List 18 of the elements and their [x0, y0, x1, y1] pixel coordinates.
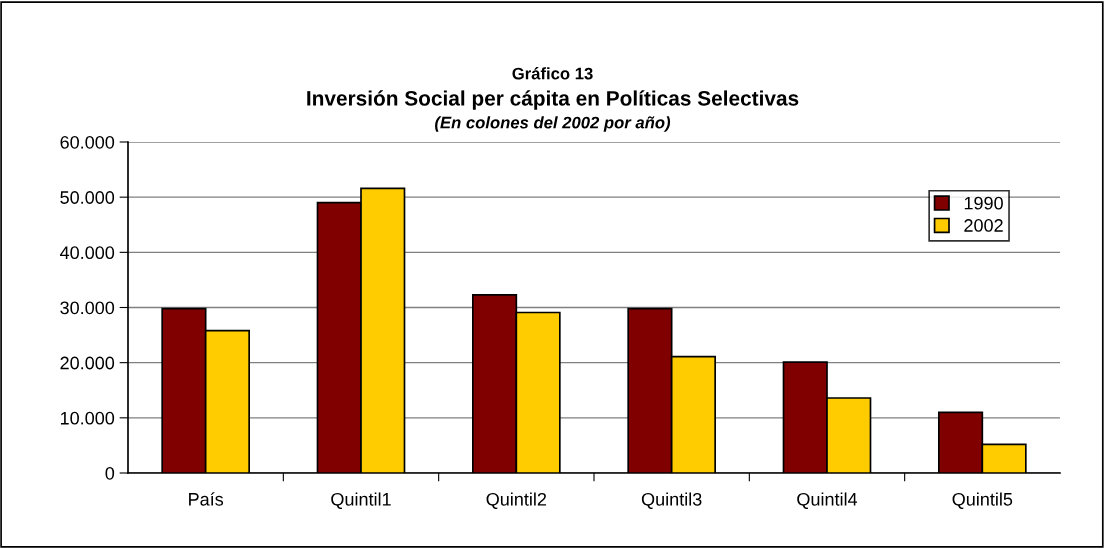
y-tick-label: 20.000	[60, 356, 115, 370]
x-tick-label: Quintil2	[486, 492, 547, 509]
y-tick-label: 60.000	[60, 135, 115, 149]
x-tick-label: Quintil5	[952, 492, 1013, 509]
x-tick-label: Quintil1	[331, 492, 391, 509]
y-tick-label: 0	[105, 466, 115, 480]
x-tick-label: Quintil4	[797, 492, 858, 509]
chart-title: Gráfico 13	[512, 67, 593, 80]
y-tick-label: 30.000	[60, 301, 115, 315]
x-tick-label: País	[189, 492, 224, 506]
text: (En colones del 2002 por año)	[435, 116, 671, 132]
legend-label: 2002	[964, 219, 1003, 232]
y-tick-label: 40.000	[60, 246, 115, 260]
x-tick-label: Quintil3	[641, 492, 702, 509]
chart-subtitle: Inversión Social per cápita en Políticas Selectivas	[307, 90, 799, 110]
legend-label: 1990	[964, 196, 1003, 210]
y-tick-label: 10.000	[60, 411, 115, 425]
y-tick-label: 50.000	[60, 191, 115, 204]
